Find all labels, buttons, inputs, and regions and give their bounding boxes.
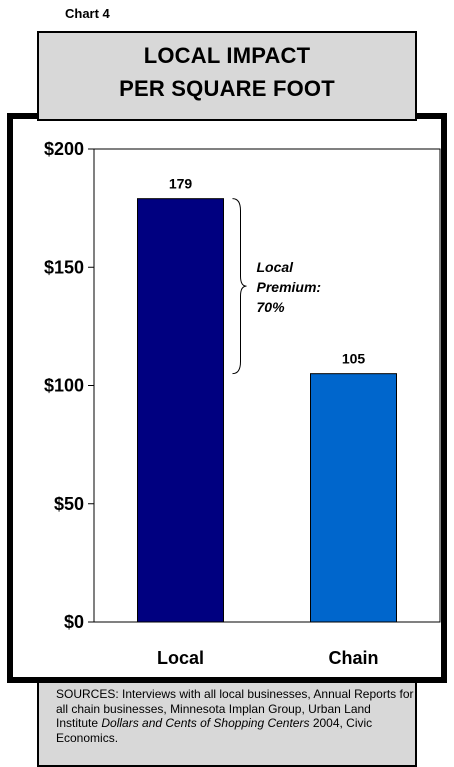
- premium-annotation: Local Premium: 70%: [232, 198, 322, 375]
- category-label-chain: Chain: [328, 648, 378, 668]
- y-tick-label: $150: [44, 257, 84, 277]
- annotation-text-line: Premium:: [257, 279, 322, 295]
- bars: 179 105: [137, 176, 397, 623]
- bar-chart: $0 $50 $100 $150 $200 179 105 Local Premium: 70…: [44, 139, 441, 668]
- chart-title-line-1: LOCAL IMPACT: [143, 43, 311, 68]
- chart-number-label: Chart 4: [65, 6, 110, 21]
- y-axis: $0 $50 $100 $150 $200: [44, 139, 94, 632]
- sources-text-end: 2004, Civic Economics.: [56, 716, 373, 745]
- value-label-local: 179: [169, 176, 193, 192]
- y-tick-label: $0: [64, 612, 84, 632]
- y-tick-label: $200: [44, 139, 84, 159]
- sources-note: SOURCES: Interviews with all local busin…: [37, 683, 417, 767]
- x-axis: Local Chain: [157, 648, 379, 668]
- y-tick-label: $100: [44, 376, 84, 396]
- annotation-text-line: 70%: [257, 299, 286, 315]
- curly-brace: [232, 198, 247, 375]
- y-tick-label: $50: [54, 494, 84, 514]
- title-box: LOCAL IMPACT PER SQUARE FOOT: [37, 31, 417, 121]
- annotation-text-line: Local: [257, 259, 295, 275]
- sources-title-italic: Dollars and Cents of Shopping Centers: [101, 716, 310, 730]
- bar-chain: [310, 373, 397, 623]
- sources-text: SOURCES: Interviews with all local busin…: [56, 687, 414, 730]
- category-label-local: Local: [157, 648, 204, 668]
- bar-local: [137, 198, 224, 623]
- chart-title-line-2: PER SQUARE FOOT: [119, 76, 335, 101]
- value-label-chain: 105: [342, 351, 366, 367]
